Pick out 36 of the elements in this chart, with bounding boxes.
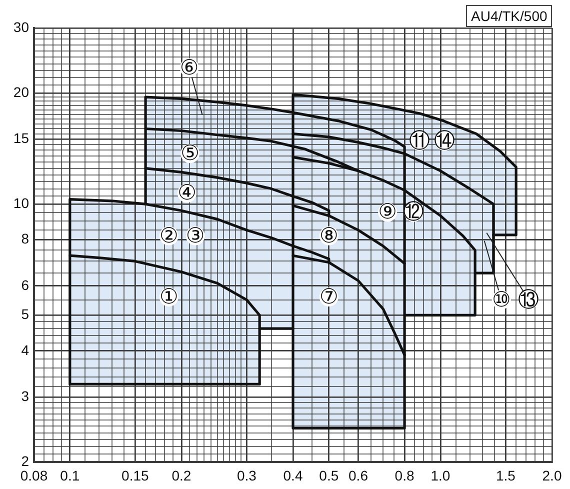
annotation: ⑩ <box>492 287 511 312</box>
annotation: ② <box>159 223 178 248</box>
x-tick-label: 0.8 <box>394 467 414 484</box>
x-tick-label: 1.5 <box>496 467 516 484</box>
annotation: ⑬ <box>518 287 540 312</box>
annotation: ⑦ <box>319 284 338 308</box>
y-tick-label: 4 <box>21 342 30 358</box>
annotation: ⑧ <box>319 223 338 248</box>
y-tick-label: 10 <box>13 194 30 211</box>
x-tick-label: 2.0 <box>542 467 562 484</box>
annotation: ⑤ <box>180 141 200 166</box>
y-tick-label: 5 <box>21 306 30 322</box>
y-tick-label: 6 <box>21 276 30 293</box>
y-tick-label: 20 <box>13 84 30 100</box>
y-tick-label: 15 <box>13 130 30 146</box>
x-tick-label: 0.6 <box>348 467 368 484</box>
annotation: ⑨ <box>378 200 398 224</box>
annotation: ⑥ <box>180 55 199 80</box>
x-tick-label: 0.4 <box>283 467 303 484</box>
y-tick-label: 2 <box>21 452 30 469</box>
x-tick-label: 0.5 <box>319 467 339 484</box>
x-tick-label: 0.2 <box>172 467 192 484</box>
x-tick-label: 0.08 <box>20 467 48 484</box>
y-tick-label: 8 <box>21 230 30 247</box>
text: AU4/TK/500 <box>466 5 552 27</box>
annotation: ① <box>159 284 178 308</box>
annotation: ⑪ <box>408 128 430 153</box>
x-tick-label: 1.0 <box>430 467 450 484</box>
annotation: ④ <box>178 180 196 205</box>
y-tick-label: 30 <box>13 18 30 35</box>
y-tick-label: 3 <box>21 388 30 404</box>
annotation: ⑭ <box>434 128 455 153</box>
x-tick-label: 0.3 <box>236 467 257 484</box>
annotation: ③ <box>186 223 205 248</box>
x-tick-label: 0.15 <box>122 467 149 484</box>
x-tick-label: 0.1 <box>60 467 80 484</box>
